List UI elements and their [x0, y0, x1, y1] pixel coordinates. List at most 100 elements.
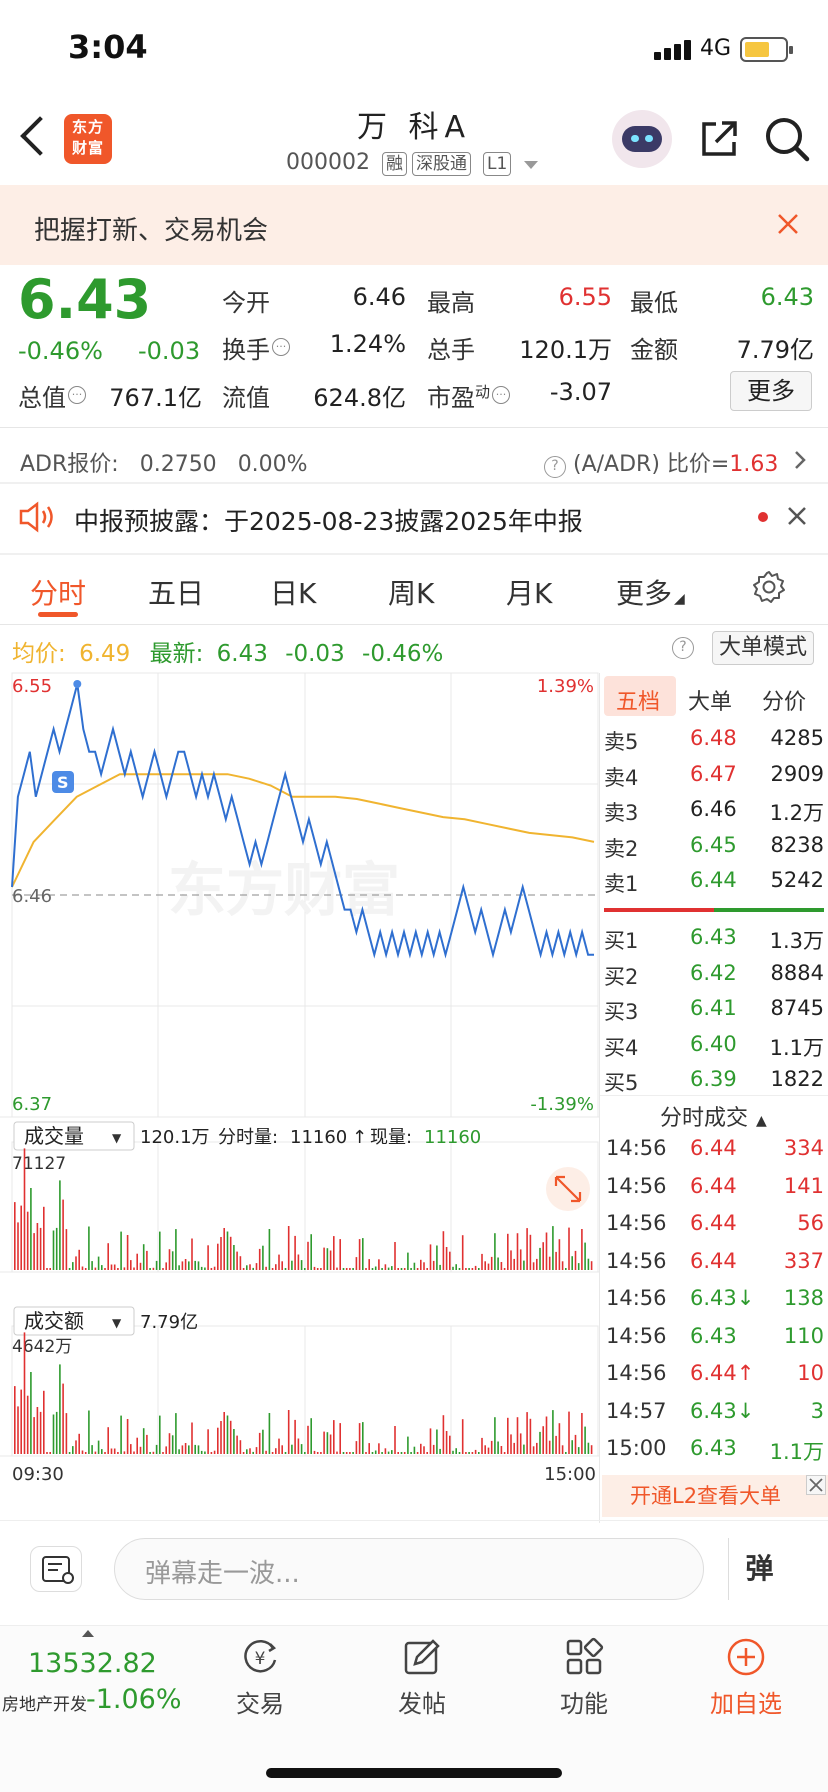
ask-row[interactable]: 卖2 6.45 8238: [604, 833, 824, 867]
close-icon[interactable]: [772, 208, 804, 240]
volume-bar: [126, 1235, 129, 1270]
tick-row: 14:56 6.43↓ 138: [604, 1286, 824, 1322]
volume-bar: [91, 1261, 93, 1270]
bid-row[interactable]: 买1 6.43 1.3万: [604, 925, 824, 959]
close-icon[interactable]: [786, 505, 808, 527]
volume-selector[interactable]: [13, 1121, 135, 1151]
svg-text:¥: ¥: [255, 1649, 266, 1669]
ask-price: 6.45: [690, 832, 737, 857]
open-l2-button[interactable]: 开通L2查看大单: [602, 1475, 828, 1517]
search-icon[interactable]: [764, 116, 810, 162]
tab-price-dist[interactable]: 分价: [762, 690, 807, 715]
more-stats-button[interactable]: 更多: [730, 371, 812, 411]
volume-bar: [181, 1445, 184, 1454]
adr-ratio[interactable]: ? (A/ADR) 比价=1.63: [544, 446, 778, 478]
volume-bar: [510, 1434, 512, 1454]
volume-bar: [423, 1262, 425, 1270]
volume-bar: [565, 1452, 567, 1454]
close-icon[interactable]: [806, 1475, 826, 1495]
volume-bar: [558, 1239, 561, 1270]
tab-five-day[interactable]: 五日: [148, 577, 205, 610]
share-icon[interactable]: [700, 118, 738, 158]
volume-bar: [233, 1245, 235, 1270]
nav-add-favorite[interactable]: 加自选: [696, 1636, 796, 1719]
volume-bar: [548, 1440, 551, 1454]
bid-row[interactable]: 买3 6.41 8745: [604, 996, 824, 1030]
amt-max-label: 4642万: [12, 1337, 72, 1357]
volume-bar: [229, 1420, 232, 1454]
ask-row[interactable]: 卖3 6.46 1.2万: [604, 797, 824, 831]
tab-month-k[interactable]: 月K: [506, 577, 553, 610]
stat-label-market-cap[interactable]: 总值 ···: [18, 378, 86, 413]
volume-bar: [516, 1417, 519, 1454]
volume-bar: [204, 1451, 206, 1454]
volume-bar: [329, 1434, 332, 1454]
volume-bar: [426, 1268, 428, 1270]
volume-bar: [484, 1261, 486, 1270]
chevron-right-icon[interactable]: [792, 449, 808, 471]
intraday-chart[interactable]: 东方财富 S 6.55 1.39% 6.46 6.37 -1.39% 成交量 ▼…: [0, 670, 600, 1522]
tab-more[interactable]: 更多 ◢: [616, 577, 685, 610]
danmu-toggle-button[interactable]: 弹: [728, 1538, 790, 1600]
tick-price: 6.43: [690, 1436, 737, 1460]
ticks-title[interactable]: 分时成交 ▲: [660, 1106, 767, 1131]
tab-big-orders[interactable]: 大单: [688, 690, 733, 715]
volume-bar: [139, 1262, 142, 1270]
volume-bar: [587, 1442, 590, 1454]
stat-label-pe[interactable]: 市盈动 ···: [427, 378, 511, 413]
help-icon[interactable]: ?: [544, 456, 566, 478]
volume-bar: [152, 1267, 155, 1270]
amount-selector[interactable]: [13, 1306, 135, 1336]
volume-bar: [101, 1449, 103, 1454]
nav-function-label: 功能: [560, 1690, 608, 1718]
adr-percent: 0.00%: [237, 452, 308, 477]
gear-icon[interactable]: [752, 570, 786, 604]
volume-bar: [481, 1253, 483, 1270]
nav-trade[interactable]: ¥ 交易: [210, 1636, 310, 1719]
tick-time: 14:56: [606, 1136, 667, 1160]
promo-banner[interactable]: [0, 185, 828, 265]
volume-bar: [81, 1450, 84, 1454]
volume-bar: [268, 1413, 271, 1454]
notice-text[interactable]: 中报预披露：于2025-08-23披露2025年中报: [74, 507, 583, 536]
bid-row[interactable]: 买5 6.39 1822: [604, 1067, 824, 1101]
caret-up-icon[interactable]: [82, 1630, 94, 1637]
tab-five-levels[interactable]: 五档: [616, 690, 661, 715]
tab-day-k[interactable]: 日K: [270, 577, 317, 610]
tab-intraday[interactable]: 分时: [30, 577, 87, 610]
volume-bar: [262, 1245, 264, 1270]
volume-bar: [88, 1410, 90, 1454]
ask-row[interactable]: 卖1 6.44 5242: [604, 868, 824, 902]
nav-post[interactable]: 发帖: [372, 1636, 472, 1719]
back-icon[interactable]: [20, 116, 60, 156]
volume-bar: [439, 1264, 441, 1270]
chevron-down-icon[interactable]: [524, 161, 538, 169]
ratio-bar: [604, 908, 824, 912]
volume-bar: [246, 1449, 248, 1454]
bid-row[interactable]: 买2 6.42 8884: [604, 961, 824, 995]
s-marker-icon[interactable]: [52, 771, 74, 793]
bid-volume: 8884: [770, 960, 824, 985]
volume-bar: [455, 1448, 457, 1454]
ask-row[interactable]: 卖5 6.48 4285: [604, 726, 824, 760]
volume-bar: [387, 1451, 390, 1454]
nav-function[interactable]: 功能: [534, 1636, 634, 1719]
tick-row: 14:56 6.44 334: [604, 1136, 824, 1172]
tab-week-k[interactable]: 周K: [388, 577, 435, 610]
stat-value-pe: -3.07: [549, 378, 612, 406]
sector-index-value[interactable]: 13532.82: [28, 1648, 157, 1679]
ask-row[interactable]: 卖4 6.47 2909: [604, 762, 824, 796]
stat-label-turnover[interactable]: 换手 ···: [222, 330, 290, 365]
big-order-mode-button[interactable]: 大单模式: [712, 631, 814, 665]
danmu-input[interactable]: [114, 1538, 704, 1600]
bid-row[interactable]: 买4 6.40 1.1万: [604, 1032, 824, 1066]
volume-bar: [400, 1452, 403, 1454]
help-icon[interactable]: ?: [672, 637, 694, 659]
volume-bar: [345, 1452, 348, 1454]
volume-bar: [568, 1411, 570, 1454]
note-settings-icon[interactable]: [30, 1546, 82, 1592]
dropdown-icon: ◢: [674, 591, 685, 607]
tick-row: 14:56 6.44 337: [604, 1249, 824, 1285]
assistant-robot-icon[interactable]: [612, 110, 672, 168]
volume-bar: [113, 1448, 116, 1454]
